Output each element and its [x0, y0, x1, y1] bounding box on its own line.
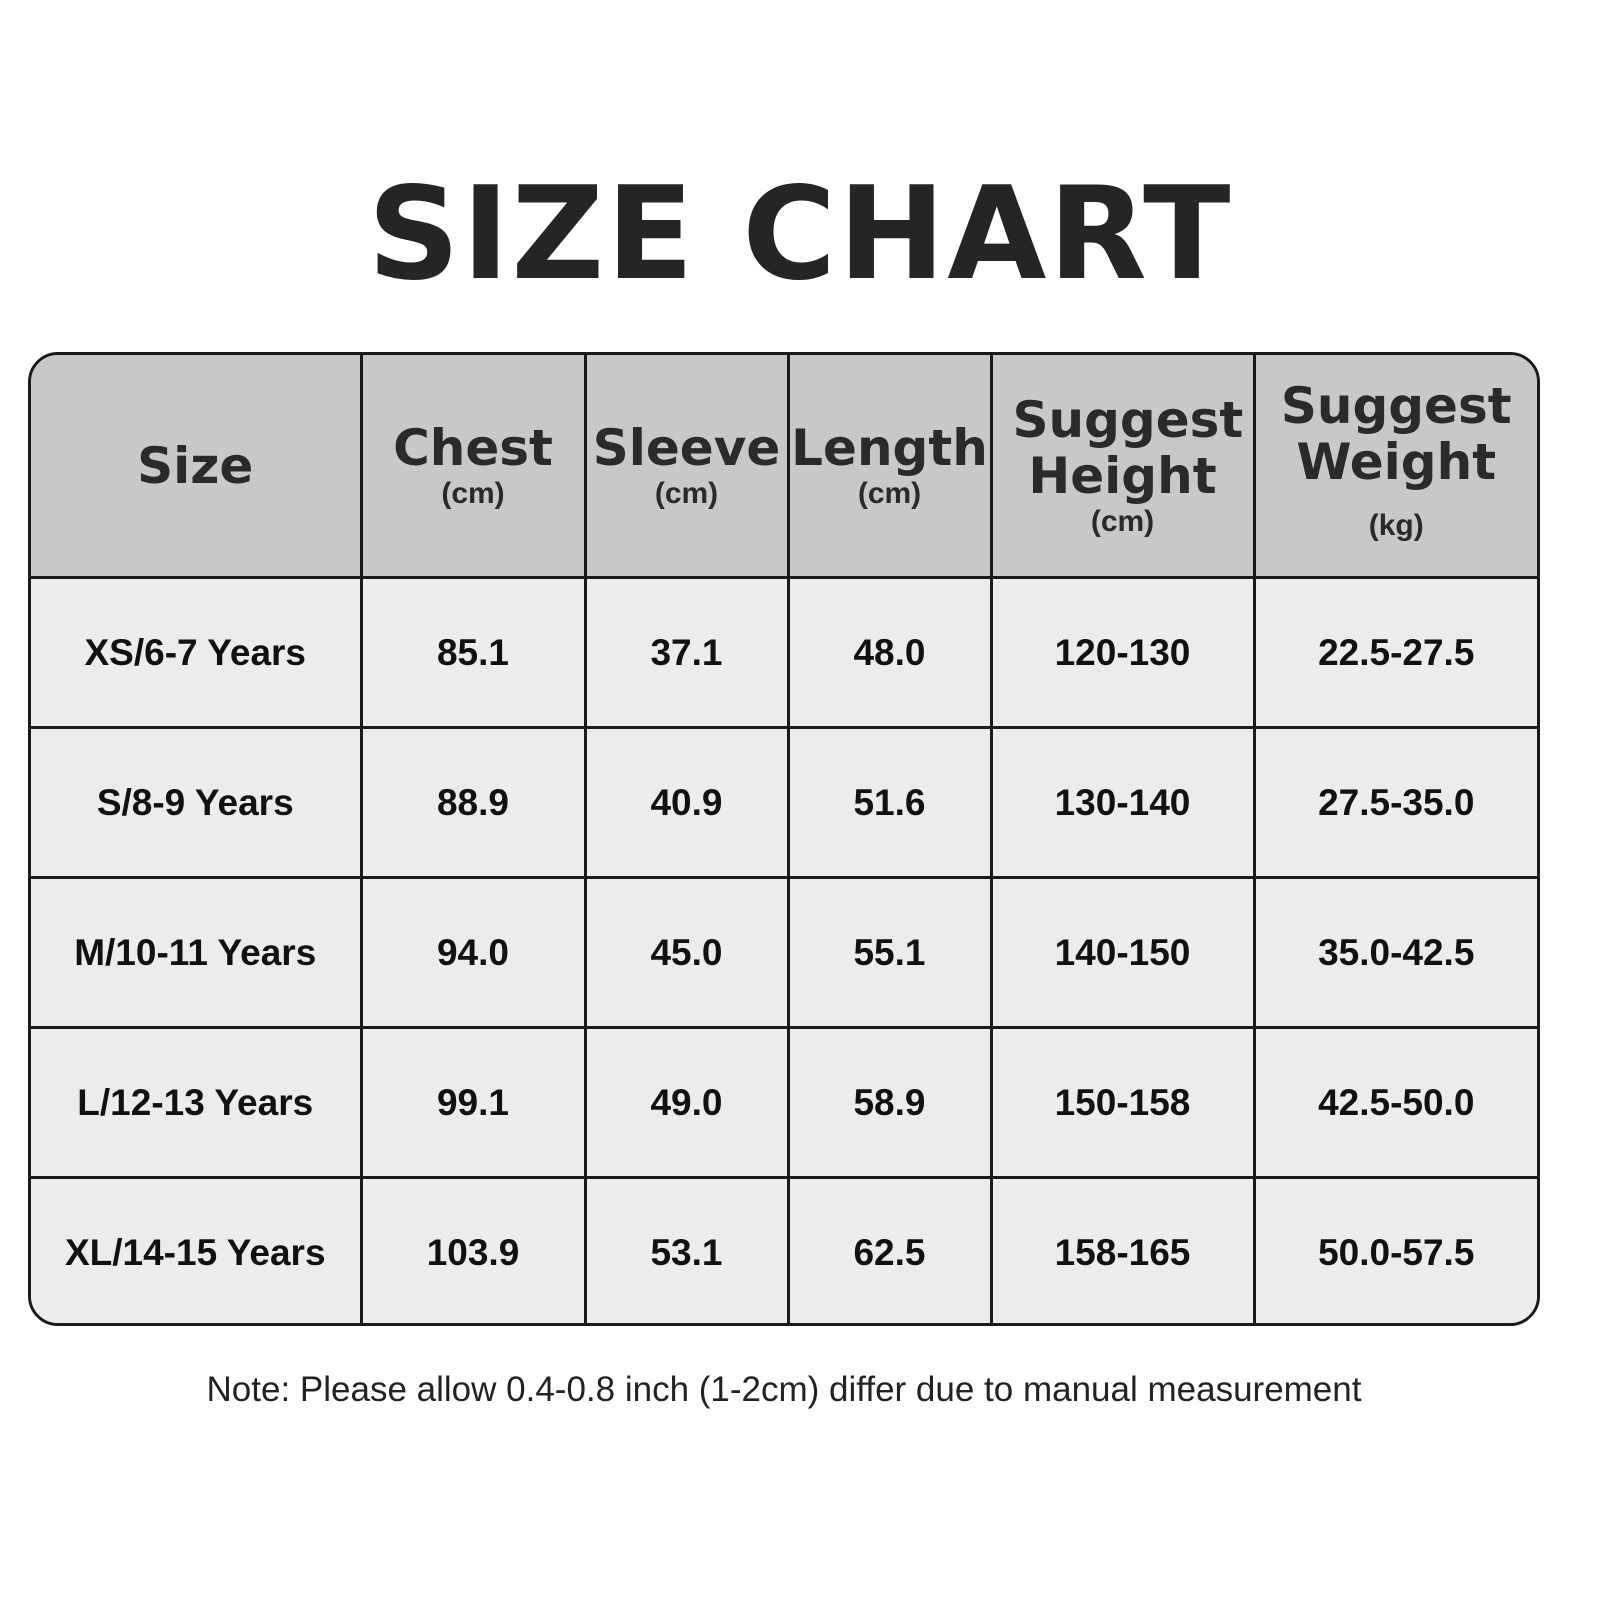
header-suggest-weight: Suggest Weight(kg): [1252, 355, 1537, 579]
table-header-row: Size Chest (cm) Sleeve (cm) Length (cm) Sug…: [31, 355, 1537, 579]
cell-sleeve: 40.9: [583, 726, 790, 879]
table-row: L/12-13 Years 99.1 49.0 58.9 150-158 42.5-50.…: [31, 1026, 1537, 1179]
cell-suggest-weight: 42.5-50.0: [1252, 1026, 1537, 1179]
header-length: Length (cm): [786, 355, 993, 579]
cell-chest: 99.1: [359, 1026, 587, 1179]
cell-length: 58.9: [786, 1026, 993, 1179]
cell-size: XS/6-7 Years: [31, 576, 363, 729]
cell-suggest-weight: 35.0-42.5: [1252, 876, 1537, 1029]
cell-chest: 103.9: [359, 1176, 587, 1323]
cell-sleeve: 37.1: [583, 576, 790, 729]
cell-suggest-weight: 50.0-57.5: [1252, 1176, 1537, 1323]
cell-length: 62.5: [786, 1176, 993, 1323]
cell-size: M/10-11 Years: [31, 876, 363, 1029]
header-sleeve: Sleeve (cm): [583, 355, 790, 579]
cell-suggest-height: 120-130: [989, 576, 1256, 729]
cell-size: L/12-13 Years: [31, 1026, 363, 1179]
size-table: Size Chest (cm) Sleeve (cm) Length (cm) Sug…: [28, 352, 1540, 1326]
measurement-note: Note: Please allow 0.4-0.8 inch (1-2cm) …: [206, 1370, 1362, 1409]
header-suggest-height: Suggest Height (cm): [989, 355, 1256, 579]
header-chest: Chest (cm): [359, 355, 587, 579]
cell-length: 55.1: [786, 876, 993, 1029]
cell-suggest-height: 130-140: [989, 726, 1256, 879]
table-row: XS/6-7 Years 85.1 37.1 48.0 120-130 22.5-27.5: [31, 576, 1537, 729]
cell-suggest-height: 158-165: [989, 1176, 1256, 1323]
cell-length: 51.6: [786, 726, 993, 879]
cell-sleeve: 53.1: [583, 1176, 790, 1323]
cell-chest: 88.9: [359, 726, 587, 879]
cell-suggest-height: 150-158: [989, 1026, 1256, 1179]
cell-length: 48.0: [786, 576, 993, 729]
header-size: Size: [31, 355, 363, 579]
cell-suggest-weight: 22.5-27.5: [1252, 576, 1537, 729]
cell-size: S/8-9 Years: [31, 726, 363, 879]
table-row: XL/14-15 Years 103.9 53.1 62.5 158-165 50.0-5…: [31, 1176, 1537, 1323]
cell-suggest-weight: 27.5-35.0: [1252, 726, 1537, 879]
cell-size: XL/14-15 Years: [31, 1176, 363, 1323]
cell-chest: 94.0: [359, 876, 587, 1029]
cell-sleeve: 49.0: [583, 1026, 790, 1179]
page-title: SIZE CHART: [367, 160, 1233, 309]
cell-chest: 85.1: [359, 576, 587, 729]
cell-suggest-height: 140-150: [989, 876, 1256, 1029]
table-row: M/10-11 Years 94.0 45.0 55.1 140-150 35.0-42.…: [31, 876, 1537, 1029]
table-row: S/8-9 Years 88.9 40.9 51.6 130-140 27.5-35.0: [31, 726, 1537, 879]
cell-sleeve: 45.0: [583, 876, 790, 1029]
